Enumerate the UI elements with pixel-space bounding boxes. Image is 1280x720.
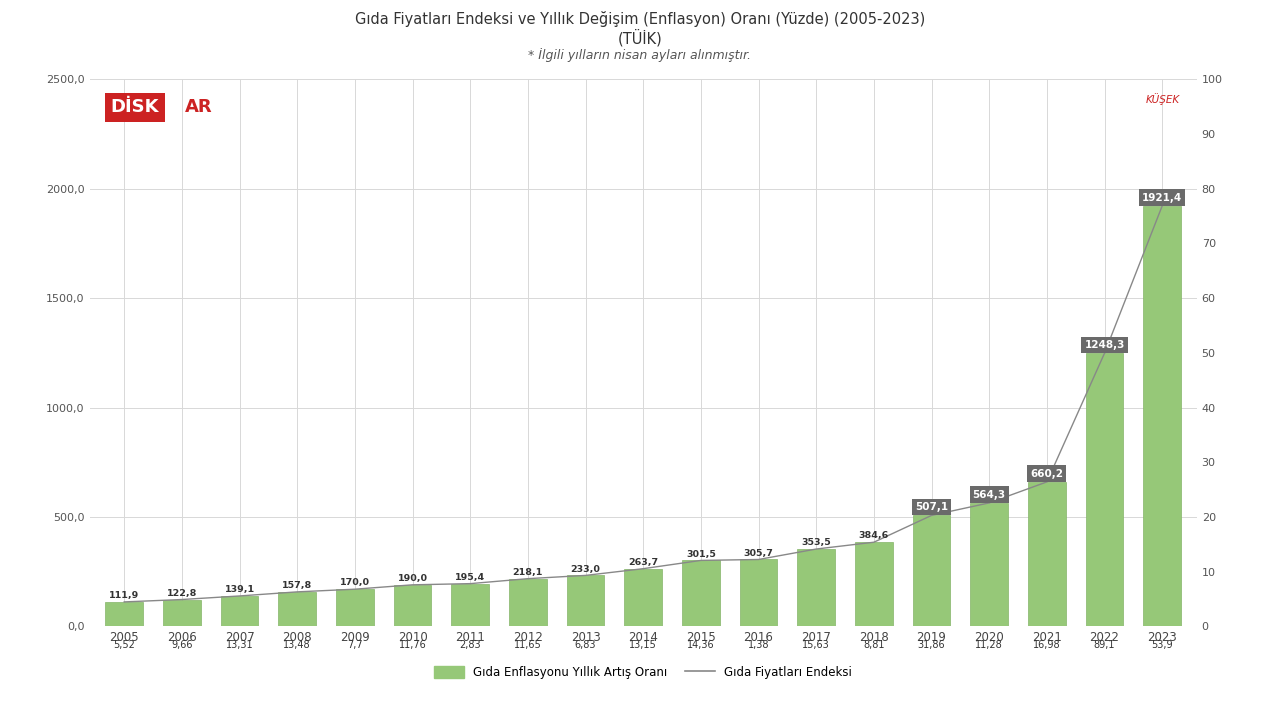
Text: 1248,3: 1248,3 bbox=[1084, 340, 1125, 350]
Bar bbox=[452, 584, 489, 626]
Bar bbox=[740, 559, 777, 626]
Bar bbox=[220, 596, 259, 626]
Text: 53,9: 53,9 bbox=[1152, 640, 1172, 650]
Bar bbox=[913, 516, 950, 626]
Text: 1921,4: 1921,4 bbox=[1142, 192, 1183, 202]
Bar bbox=[625, 569, 662, 626]
Text: 1,38: 1,38 bbox=[748, 640, 769, 650]
Bar bbox=[394, 585, 431, 626]
Bar bbox=[105, 602, 143, 626]
Text: DİSK: DİSK bbox=[110, 99, 159, 117]
Legend: Gıda Enflasyonu Yıllık Artış Oranı, Gıda Fiyatları Endeksi: Gıda Enflasyonu Yıllık Artış Oranı, Gıda… bbox=[430, 661, 856, 683]
Text: 11,65: 11,65 bbox=[515, 640, 541, 650]
Text: 111,9: 111,9 bbox=[109, 591, 140, 600]
Bar bbox=[682, 560, 719, 626]
Text: 15,63: 15,63 bbox=[803, 640, 829, 650]
Bar bbox=[163, 600, 201, 626]
Text: AR: AR bbox=[184, 99, 212, 117]
Bar bbox=[337, 589, 374, 626]
Text: 14,36: 14,36 bbox=[687, 640, 714, 650]
Text: 2,83: 2,83 bbox=[460, 640, 481, 650]
Bar bbox=[567, 575, 604, 626]
Bar bbox=[1143, 206, 1181, 626]
Text: 31,86: 31,86 bbox=[918, 640, 946, 650]
Text: KÜŞEK: KÜŞEK bbox=[1146, 93, 1180, 105]
Text: 660,2: 660,2 bbox=[1030, 469, 1064, 479]
Text: 139,1: 139,1 bbox=[224, 585, 255, 594]
Text: 507,1: 507,1 bbox=[915, 502, 948, 512]
Text: 301,5: 301,5 bbox=[686, 549, 716, 559]
Text: 218,1: 218,1 bbox=[513, 568, 543, 577]
Text: 5,52: 5,52 bbox=[113, 640, 136, 650]
Bar bbox=[1028, 482, 1066, 626]
Text: 7,7: 7,7 bbox=[347, 640, 362, 650]
Text: 122,8: 122,8 bbox=[166, 589, 197, 598]
Text: 11,28: 11,28 bbox=[975, 640, 1004, 650]
Text: 263,7: 263,7 bbox=[628, 558, 658, 567]
Text: (TÜİK): (TÜİK) bbox=[618, 29, 662, 46]
Text: 170,0: 170,0 bbox=[340, 578, 370, 588]
Text: 11,76: 11,76 bbox=[398, 640, 426, 650]
Text: 6,83: 6,83 bbox=[575, 640, 596, 650]
Text: 13,15: 13,15 bbox=[630, 640, 657, 650]
Text: 305,7: 305,7 bbox=[744, 549, 773, 558]
Text: 9,66: 9,66 bbox=[172, 640, 192, 650]
Text: 13,48: 13,48 bbox=[283, 640, 311, 650]
Text: 89,1: 89,1 bbox=[1094, 640, 1115, 650]
Text: 16,98: 16,98 bbox=[1033, 640, 1061, 650]
Text: 353,5: 353,5 bbox=[801, 539, 831, 547]
Bar bbox=[1085, 354, 1124, 626]
Bar bbox=[855, 542, 892, 626]
Text: Gıda Fiyatları Endeksi ve Yıllık Değişim (Enflasyon) Oranı (Yüzde) (2005-2023): Gıda Fiyatları Endeksi ve Yıllık Değişim… bbox=[355, 11, 925, 27]
Text: 233,0: 233,0 bbox=[571, 564, 600, 574]
Text: 195,4: 195,4 bbox=[456, 573, 485, 582]
Text: 384,6: 384,6 bbox=[859, 531, 890, 541]
Bar bbox=[279, 592, 316, 626]
Text: 157,8: 157,8 bbox=[282, 581, 312, 590]
Text: 190,0: 190,0 bbox=[398, 574, 428, 583]
Bar bbox=[970, 503, 1007, 626]
Bar bbox=[797, 549, 835, 626]
Text: 8,81: 8,81 bbox=[863, 640, 884, 650]
Text: * İlgili yılların nisan ayları alınmıştır.: * İlgili yılların nisan ayları alınmıştı… bbox=[529, 48, 751, 62]
Text: 13,31: 13,31 bbox=[225, 640, 253, 650]
Text: 564,3: 564,3 bbox=[973, 490, 1006, 500]
Bar bbox=[509, 579, 547, 626]
